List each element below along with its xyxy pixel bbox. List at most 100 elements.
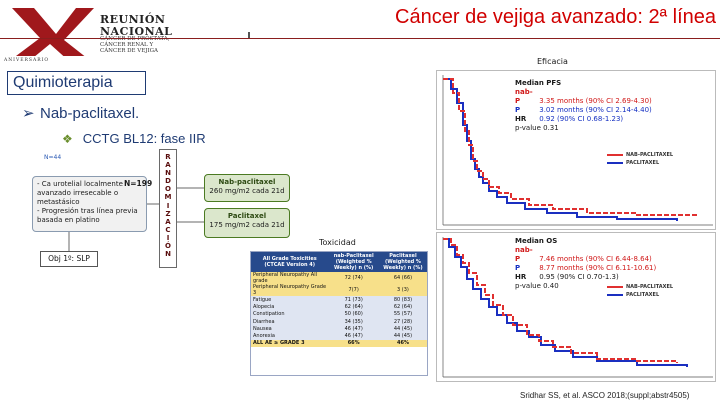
rand-letter: N bbox=[165, 250, 171, 259]
tox-row-value: 71 (73) bbox=[328, 296, 379, 304]
os-legend: NAB-PACLITAXEL PACLITAXEL bbox=[607, 283, 673, 299]
tox-row-value: 46 (47) bbox=[328, 332, 379, 340]
rand-letter: Ó bbox=[165, 242, 171, 251]
toxicity-table: All Grade Toxicities (CTCAE Version 4) n… bbox=[250, 251, 428, 376]
pfs-row1-key: nab-P bbox=[515, 88, 533, 105]
bullet-sub: ❖ CCTG BL12: fase IIR bbox=[62, 131, 206, 146]
rand-letter: N bbox=[165, 169, 171, 178]
logo-line-2: NACIONAL bbox=[100, 24, 173, 38]
reference-citation: Sridhar SS, et al. ASCO 2018;(suppl;abst… bbox=[520, 391, 690, 400]
header-rule bbox=[0, 38, 720, 39]
objective-box: Obj 1º: SLP bbox=[40, 251, 98, 267]
arm1-dose: 260 mg/m2 cada 21d bbox=[209, 187, 285, 196]
pfs-legend-nab: NAB-PACLITAXEL bbox=[626, 152, 674, 158]
tox-row-label: Constipation bbox=[251, 310, 329, 318]
eligibility-box: - Ca urotelial localmente avanzado irres… bbox=[32, 176, 147, 232]
os-km-curves bbox=[442, 237, 713, 378]
tox-row-value: 55 (57) bbox=[378, 310, 427, 318]
tox-row-value: 46% bbox=[378, 339, 427, 348]
pfs-row3-val: 0.92 (90% CI 0.68-1.23) bbox=[539, 115, 624, 123]
rand-letter: A bbox=[165, 161, 171, 170]
rand-letter: M bbox=[164, 193, 172, 202]
tox-row-label: Nausea bbox=[251, 325, 329, 333]
bullet-main-text: Nab-paclitaxel. bbox=[40, 105, 140, 122]
pfs-row3-key: HR bbox=[515, 115, 527, 123]
section-label-box: Quimioterapia bbox=[7, 71, 146, 95]
slide-title: Cáncer de vejiga avanzado: 2ª línea bbox=[395, 6, 716, 28]
tox-row-value: 46 (47) bbox=[328, 325, 379, 333]
bullet-main: ➢ Nab-paclitaxel. bbox=[22, 104, 139, 122]
arm1-name: Nab-paclitaxel bbox=[218, 178, 276, 186]
criteria-n: N=199 bbox=[124, 179, 153, 188]
logo-text: REUNIÓN NACIONAL CÁNCER DE PRÓSTATA, CÁN… bbox=[100, 14, 210, 54]
os-row1-val: 7.46 months (90% CI 6.44-8.64) bbox=[539, 255, 652, 263]
os-row3-val: 0.95 (90% CI 0.70-1.3) bbox=[539, 273, 619, 281]
tox-row-value: 7(7) bbox=[328, 284, 379, 296]
logo-sub-2: CÁNCER RENAL Y bbox=[100, 41, 154, 48]
tox-row-label: Diarrhea bbox=[251, 317, 329, 326]
efficacy-label: Eficacia bbox=[537, 57, 568, 66]
table-row: Fatigue 71 (73) 80 (83) bbox=[251, 296, 427, 304]
tox-row-label: Peripheral Neuropathy All grade bbox=[251, 272, 329, 284]
tox-row-label: ALL AE ≥ GRADE 3 bbox=[251, 339, 329, 348]
criteria-2: - Progresión tras línea previa basada en… bbox=[37, 207, 138, 225]
arrow-bullet-icon: ➢ bbox=[22, 105, 35, 122]
tox-row-label: Alopecia bbox=[251, 303, 329, 311]
toxicity-table-grid: All Grade Toxicities (CTCAE Version 4) n… bbox=[251, 252, 427, 348]
tox-row-value: 50 (60) bbox=[328, 310, 379, 318]
pfs-legend: NAB-PACLITAXEL PACLITAXEL bbox=[607, 151, 673, 167]
os-row1-key: nab-P bbox=[515, 246, 533, 263]
os-km-figure: Median OS nab-P 7.46 months (90% CI 6.44… bbox=[436, 232, 716, 382]
os-legend-pac: PACLITAXEL bbox=[626, 292, 660, 298]
tox-row-value: 34 (35) bbox=[328, 317, 379, 326]
tox-row-value: 44 (45) bbox=[378, 332, 427, 340]
pfs-km-curves bbox=[442, 75, 713, 226]
table-row: Peripheral Neuropathy All grade 72 (74) 64… bbox=[251, 272, 427, 284]
tox-row-value: 62 (64) bbox=[378, 303, 427, 311]
tox-row-value: 27 (28) bbox=[378, 317, 427, 326]
arm-paclitaxel: Paclitaxel 175 mg/m2 cada 21d bbox=[204, 208, 290, 238]
tox-row-value: 62 (64) bbox=[328, 303, 379, 311]
table-row: Constipation 50 (60) 55 (57) bbox=[251, 310, 427, 318]
pfs-title: Median PFS bbox=[515, 79, 562, 87]
table-row: ALL AE ≥ GRADE 3 66% 46% bbox=[251, 339, 427, 348]
arm2-dose: 175 mg/m2 cada 21d bbox=[209, 221, 285, 230]
divider-tick bbox=[248, 32, 250, 38]
os-nab-line bbox=[443, 238, 678, 363]
os-stats: Median OS nab-P 7.46 months (90% CI 6.44… bbox=[515, 237, 656, 291]
tox-header-1: All Grade Toxicities (CTCAE Version 4) bbox=[251, 252, 329, 272]
os-row4-val: p-value 0.40 bbox=[515, 282, 559, 290]
pfs-legend-pac: PACLITAXEL bbox=[626, 160, 660, 166]
tox-header-2: nab-Paclitaxel (Weighted % Weekly) n (%) bbox=[328, 252, 379, 272]
logo-line-1: REUNIÓN bbox=[100, 13, 166, 26]
toxicity-label: Toxicidad bbox=[319, 238, 356, 247]
rand-letter: A bbox=[165, 217, 171, 226]
logo-sub-3: CÁNCER DE VEJIGA bbox=[100, 47, 159, 54]
tox-row-value: 66% bbox=[328, 339, 379, 348]
rand-letter: R bbox=[165, 153, 171, 161]
rand-letter: O bbox=[165, 185, 171, 194]
os-row3-key: HR bbox=[515, 273, 527, 281]
arm-nab-paclitaxel: Nab-paclitaxel 260 mg/m2 cada 21d bbox=[204, 174, 290, 202]
table-row: Anorexia 46 (47) 44 (45) bbox=[251, 332, 427, 340]
table-row: Nausea 46 (47) 44 (45) bbox=[251, 325, 427, 333]
tox-header-3: Paclitaxel (Weighted % Weekly) n (%) bbox=[378, 252, 427, 272]
rand-letter: I bbox=[166, 201, 170, 210]
tox-row-label: Fatigue bbox=[251, 296, 329, 304]
os-legend-nab: NAB-PACLITAXEL bbox=[626, 284, 674, 290]
tox-row-value: 72 (74) bbox=[328, 272, 379, 284]
tox-row-label: Peripheral Neuropathy Grade 3 bbox=[251, 284, 329, 296]
pfs-row4-val: p-value 0.31 bbox=[515, 124, 559, 132]
os-row2-key: P bbox=[515, 264, 521, 272]
pfs-stats: Median PFS nab-P 3.35 months (90% CI 2.6… bbox=[515, 79, 652, 133]
pfs-row2-val: 3.02 months (90% CI 2.14-4.40) bbox=[539, 106, 652, 114]
table-row: Peripheral Neuropathy Grade 3 7(7) 3 (3) bbox=[251, 284, 427, 296]
section-label: Quimioterapia bbox=[13, 74, 113, 91]
diamond-bullet-icon: ❖ bbox=[62, 132, 73, 146]
logo-x-mark bbox=[4, 8, 96, 64]
tox-row-label: Anorexia bbox=[251, 332, 329, 340]
rand-letter: I bbox=[166, 233, 170, 242]
table-row: Diarrhea 34 (35) 27 (28) bbox=[251, 317, 427, 326]
pfs-row2-key: P bbox=[515, 106, 521, 114]
os-title: Median OS bbox=[515, 237, 558, 245]
